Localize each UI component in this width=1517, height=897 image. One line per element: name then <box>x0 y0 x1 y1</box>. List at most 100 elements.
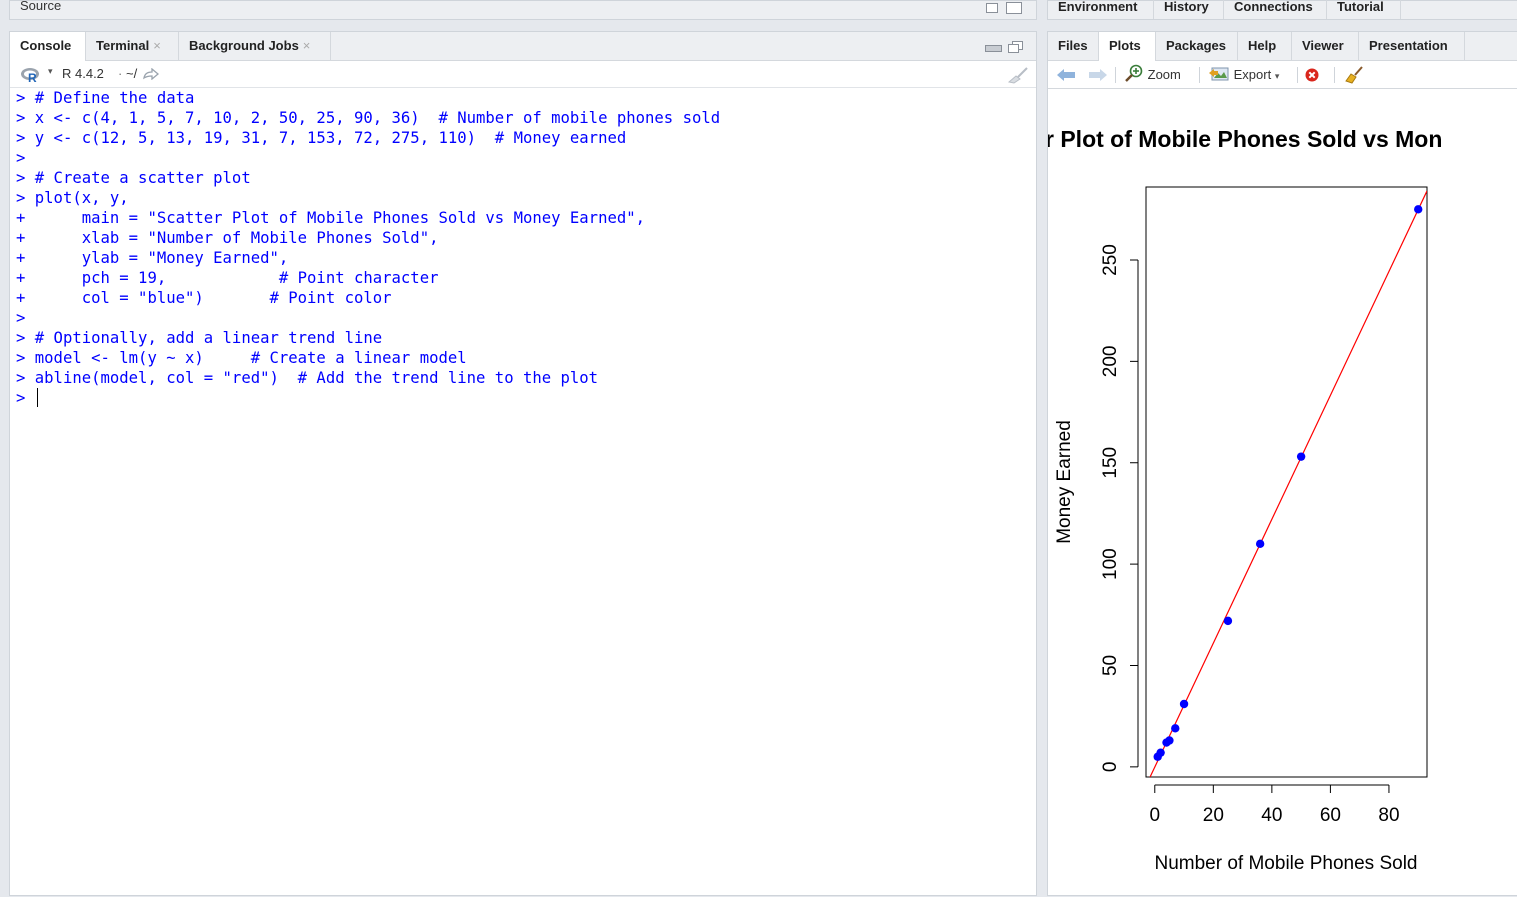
tab-files[interactable]: Files <box>1048 32 1099 60</box>
console-prompt: > <box>16 189 26 207</box>
console-line-text: # Optionally, add a linear trend line <box>25 329 383 347</box>
console-line-text: ylab = "Money Earned", <box>25 249 289 267</box>
environment-pane-header: Environment History Connections Tutorial <box>1047 0 1517 20</box>
x-axis: 0 20 40 60 80 <box>1149 784 1400 826</box>
chevron-down-icon[interactable]: ▾ <box>48 66 53 76</box>
tab-presentation[interactable]: Presentation <box>1359 32 1465 60</box>
tab-help[interactable]: Help <box>1238 32 1292 60</box>
y-tick-label: 200 <box>1100 346 1121 378</box>
export-icon <box>1209 67 1229 81</box>
clear-console-icon[interactable] <box>1006 66 1030 84</box>
console-line-text: xlab = "Number of Mobile Phones Sold", <box>25 229 439 247</box>
x-tick-label: 60 <box>1320 805 1341 826</box>
console-info-bar: R ▾ R 4.4.2 · ~/ <box>10 61 1036 88</box>
console-prompt: + <box>16 289 26 307</box>
tab-viewer[interactable]: Viewer <box>1292 32 1359 60</box>
console-prompt: > <box>16 349 26 367</box>
tab-viewer-label: Viewer <box>1302 38 1344 53</box>
tab-background-jobs[interactable]: Background Jobs × <box>179 32 331 60</box>
console-line-text: abline(model, col = "red") # Add the tre… <box>25 369 599 387</box>
console-prompt: > <box>16 109 26 127</box>
close-icon[interactable]: × <box>153 38 161 53</box>
zoom-label: Zoom <box>1147 67 1181 82</box>
data-point <box>1156 748 1165 757</box>
data-point <box>1171 724 1180 733</box>
plot-box <box>1145 186 1428 778</box>
x-tick-label: 20 <box>1203 805 1224 826</box>
plots-pane: Files Plots Packages Help Viewer Present… <box>1047 31 1517 896</box>
tab-console-label: Console <box>20 38 72 53</box>
tab-plots[interactable]: Plots <box>1099 32 1156 61</box>
y-tick-label: 150 <box>1100 447 1121 479</box>
console-line: > <box>16 148 25 168</box>
tab-environment[interactable]: Environment <box>1048 0 1154 19</box>
text-cursor <box>36 388 39 407</box>
go-to-directory-icon[interactable] <box>143 68 159 80</box>
tab-presentation-label: Presentation <box>1369 38 1448 53</box>
zoom-button[interactable]: Zoom <box>1124 61 1181 89</box>
console-line-text <box>25 389 34 407</box>
clear-all-plots-icon[interactable] <box>1344 66 1364 84</box>
tab-tutorial[interactable]: Tutorial <box>1327 0 1401 19</box>
console-tab-bar: Console Terminal × Background Jobs × <box>10 32 1036 61</box>
trend-line-group <box>1149 190 1427 777</box>
console-line-text: model <- lm(y ~ x) # Create a linear mod… <box>25 349 467 367</box>
close-icon[interactable]: × <box>302 38 311 53</box>
remove-plot-icon[interactable] <box>1305 68 1319 82</box>
working-dir-label[interactable]: ~/ <box>126 66 138 81</box>
scatter-plot: r Plot of Mobile Phones Sold vs Mon 0 20 4… <box>1048 126 1442 874</box>
console-line: + pch = 19, # Point character <box>16 268 438 288</box>
data-point <box>1179 699 1189 709</box>
console-output[interactable]: > # Define the data > x <- c(4, 1, 5, 7,… <box>10 88 1036 895</box>
console-prompt: + <box>16 209 26 227</box>
data-point <box>1255 539 1265 549</box>
tab-terminal[interactable]: Terminal × <box>86 32 179 60</box>
tab-connections-label: Connections <box>1234 0 1313 14</box>
console-line: > abline(model, col = "red") # Add the t… <box>16 368 598 388</box>
y-axis-label: Money Earned <box>1054 420 1075 544</box>
tab-tutorial-label: Tutorial <box>1337 0 1384 14</box>
console-prompt: > <box>16 389 26 407</box>
tab-packages[interactable]: Packages <box>1156 32 1238 60</box>
export-button[interactable]: Export ▾ <box>1208 61 1279 89</box>
restore-pane-icon[interactable] <box>986 3 998 13</box>
y-tick-label: 250 <box>1100 244 1121 276</box>
console-input-line[interactable]: > <box>16 388 39 408</box>
console-line-text: main = "Scatter Plot of Mobile Phones So… <box>25 209 646 227</box>
tab-console[interactable]: Console <box>10 32 86 61</box>
y-axis: 0 50 100 150 200 250 <box>1100 244 1139 773</box>
console-prompt: + <box>16 269 26 287</box>
back-arrow-icon[interactable] <box>1056 68 1076 82</box>
y-tick-label: 100 <box>1100 548 1121 580</box>
console-line: > model <- lm(y ~ x) # Create a linear m… <box>16 348 467 368</box>
y-tick-label: 0 <box>1100 762 1121 773</box>
console-line: > y <- c(12, 5, 13, 19, 31, 7, 153, 72, … <box>16 128 626 148</box>
console-line-text: x <- c(4, 1, 5, 7, 10, 2, 50, 25, 90, 36… <box>25 109 721 127</box>
console-line-text: pch = 19, # Point character <box>25 269 439 287</box>
forward-arrow-icon[interactable] <box>1088 68 1108 82</box>
tab-environment-label: Environment <box>1058 0 1138 14</box>
console-prompt: > <box>16 169 26 187</box>
console-pane: Console Terminal × Background Jobs × R ▾ R… <box>9 31 1037 896</box>
chart-title: r Plot of Mobile Phones Sold vs Mon <box>1048 126 1442 152</box>
tab-files-label: Files <box>1058 38 1088 53</box>
tab-history-label: History <box>1164 0 1209 14</box>
tab-connections[interactable]: Connections <box>1224 0 1327 19</box>
console-line: > # Define the data <box>16 88 194 108</box>
maximize-pane-icon[interactable] <box>1008 41 1024 53</box>
tab-history[interactable]: History <box>1154 0 1224 19</box>
data-point <box>1296 452 1306 461</box>
export-label: Export <box>1233 67 1272 82</box>
console-line-text: plot(x, y, <box>25 189 129 207</box>
maximize-pane-icon[interactable] <box>1006 2 1022 14</box>
console-prompt: > <box>16 329 26 347</box>
tab-plots-label: Plots <box>1109 38 1141 53</box>
x-tick-label: 80 <box>1378 805 1399 826</box>
console-line: > # Create a scatter plot <box>16 168 251 188</box>
console-line: > x <- c(4, 1, 5, 7, 10, 2, 50, 25, 90, … <box>16 108 720 128</box>
console-prompt: > <box>16 129 26 147</box>
minimize-pane-icon[interactable] <box>985 45 1002 52</box>
console-line-text: y <- c(12, 5, 13, 19, 31, 7, 153, 72, 27… <box>25 129 627 147</box>
x-axis-label: Number of Mobile Phones Sold <box>1155 853 1418 874</box>
x-tick-label: 0 <box>1149 805 1160 826</box>
